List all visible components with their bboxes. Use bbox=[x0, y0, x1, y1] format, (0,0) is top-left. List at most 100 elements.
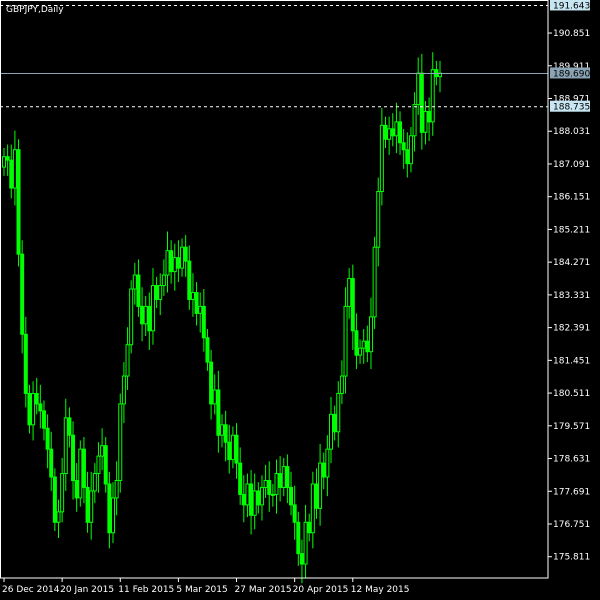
candle-body bbox=[194, 291, 199, 314]
candle-body bbox=[34, 392, 39, 405]
candle bbox=[31, 381, 36, 441]
candle-body bbox=[89, 490, 94, 523]
candle bbox=[347, 268, 352, 319]
y-tick-label: 189.911 bbox=[553, 62, 590, 72]
candle-body bbox=[150, 285, 155, 332]
candle-body bbox=[372, 246, 377, 318]
candle-body bbox=[12, 149, 17, 189]
candle bbox=[41, 400, 46, 441]
candle bbox=[143, 295, 148, 337]
candle bbox=[430, 52, 435, 136]
candle-body bbox=[398, 121, 403, 144]
candle bbox=[2, 147, 6, 176]
candle bbox=[336, 381, 341, 448]
candle bbox=[212, 374, 217, 415]
candle-body bbox=[107, 483, 112, 534]
candle bbox=[376, 177, 381, 267]
candle bbox=[16, 139, 21, 267]
x-tick-label: 26 Dec 2014 bbox=[2, 585, 60, 595]
candle-body bbox=[187, 260, 192, 300]
candle-body bbox=[103, 445, 108, 485]
candle-body bbox=[343, 305, 348, 377]
candle-body bbox=[416, 72, 421, 105]
candle bbox=[416, 57, 421, 115]
candle-body bbox=[350, 278, 355, 332]
current-price-label-box bbox=[550, 67, 590, 79]
candle-body bbox=[267, 480, 272, 495]
candle bbox=[408, 127, 413, 173]
candle bbox=[405, 132, 410, 178]
candle bbox=[85, 471, 90, 533]
candle bbox=[114, 461, 119, 516]
y-tick-label: 186.151 bbox=[553, 193, 590, 203]
candle bbox=[183, 235, 188, 277]
candle-body bbox=[41, 410, 46, 429]
levels-layer bbox=[0, 4, 548, 108]
candle bbox=[34, 377, 39, 415]
candle bbox=[132, 262, 137, 305]
candle bbox=[383, 116, 388, 148]
candle-body bbox=[336, 392, 341, 433]
candle bbox=[419, 53, 424, 150]
candle bbox=[350, 264, 355, 350]
x-tick-label: 20 Apr 2015 bbox=[293, 585, 349, 595]
candle bbox=[278, 456, 283, 502]
candle-body bbox=[361, 340, 366, 349]
candle bbox=[303, 504, 308, 578]
candle-body bbox=[216, 389, 221, 436]
candle bbox=[5, 144, 10, 176]
candle bbox=[296, 511, 301, 566]
candle-body bbox=[31, 392, 36, 426]
candle-body bbox=[190, 291, 195, 300]
candle bbox=[263, 464, 268, 498]
candle bbox=[267, 461, 272, 512]
candle bbox=[125, 327, 130, 390]
candle-body bbox=[63, 417, 68, 475]
candle-body bbox=[154, 285, 159, 300]
candle-body bbox=[60, 473, 65, 513]
y-tick-label: 178.631 bbox=[553, 455, 590, 465]
y-tick-label: 177.691 bbox=[553, 487, 590, 497]
candle-body bbox=[125, 344, 130, 377]
candle-body bbox=[5, 156, 10, 161]
candle-body bbox=[379, 124, 384, 193]
candle-body bbox=[20, 253, 25, 335]
candle-body bbox=[114, 480, 119, 499]
candles-layer bbox=[2, 52, 442, 584]
candle-body bbox=[165, 250, 170, 276]
candle-body bbox=[100, 445, 105, 457]
x-tick-label: 11 Feb 2015 bbox=[118, 585, 174, 595]
y-tick-label: 176.751 bbox=[553, 520, 590, 530]
y-tick-label: 188.971 bbox=[553, 95, 590, 105]
candle bbox=[165, 231, 170, 293]
candle-body bbox=[325, 448, 330, 478]
chart-title: GBPJPY,Daily bbox=[6, 5, 64, 15]
candle bbox=[227, 424, 232, 474]
candle bbox=[307, 513, 312, 542]
candle-body bbox=[16, 149, 21, 255]
candle bbox=[354, 313, 359, 370]
candle-body bbox=[249, 483, 254, 516]
y-tick-label: 190.851 bbox=[553, 29, 590, 39]
candle bbox=[158, 273, 163, 316]
candle-body bbox=[27, 392, 32, 426]
candle bbox=[321, 452, 326, 490]
level-label-box bbox=[550, 100, 590, 112]
candle-body bbox=[212, 389, 217, 405]
candle-body bbox=[427, 110, 432, 123]
candle-body bbox=[129, 288, 134, 346]
candle-body bbox=[198, 305, 203, 314]
candle-body bbox=[183, 246, 188, 262]
candle-body bbox=[85, 486, 90, 523]
candle-body bbox=[252, 490, 257, 516]
candle bbox=[147, 292, 152, 350]
candle-body bbox=[9, 159, 14, 189]
candle bbox=[358, 339, 363, 364]
candle bbox=[329, 396, 333, 464]
candle bbox=[394, 102, 399, 154]
candle bbox=[118, 393, 123, 493]
candle-body bbox=[234, 434, 239, 464]
candle-body bbox=[52, 476, 57, 523]
y-tick-label: 184.271 bbox=[553, 258, 590, 268]
